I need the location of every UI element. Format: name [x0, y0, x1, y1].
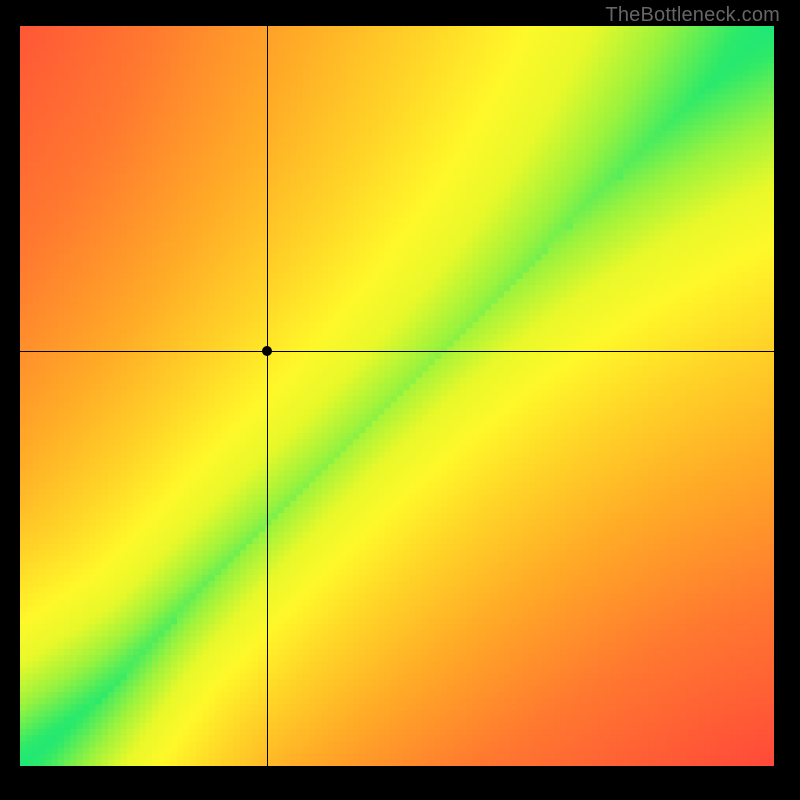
crosshair-marker-dot	[262, 346, 272, 356]
crosshair-horizontal	[20, 351, 774, 352]
plot-area	[20, 26, 774, 766]
bottleneck-heatmap	[20, 26, 774, 766]
watermark-text: TheBottleneck.com	[605, 4, 780, 27]
crosshair-vertical	[267, 26, 268, 766]
chart-frame: TheBottleneck.com	[0, 0, 800, 800]
